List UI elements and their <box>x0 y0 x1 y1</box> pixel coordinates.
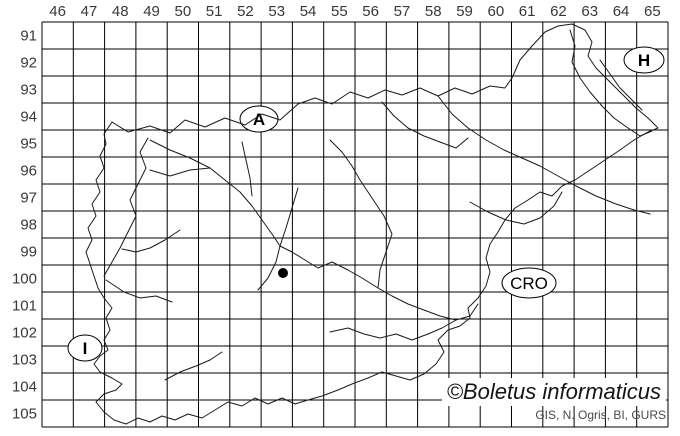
y-axis-label: 105 <box>12 406 37 423</box>
country-label-A: A <box>253 110 265 129</box>
country-ellipse-I <box>67 334 103 362</box>
x-axis-label: 65 <box>644 3 661 20</box>
country-label-I: I <box>83 339 88 358</box>
y-axis-label: 99 <box>20 244 37 261</box>
x-axis-label: 47 <box>81 3 98 20</box>
country-label-CRO: CRO <box>510 274 548 293</box>
y-axis-label: 93 <box>20 82 37 99</box>
x-axis-label: 61 <box>519 3 536 20</box>
x-axis-label: 59 <box>456 3 473 20</box>
attribution-text: GIS, N. Ogris, BI, GURS <box>535 408 666 422</box>
y-axis-label: 91 <box>20 28 37 45</box>
y-axis-label: 98 <box>20 217 37 234</box>
x-axis-label: 62 <box>550 3 567 20</box>
country-label-H: H <box>638 51 650 70</box>
x-axis-label: 55 <box>331 3 348 20</box>
country-ellipse-H <box>623 46 665 74</box>
x-axis-label: 56 <box>362 3 379 20</box>
x-axis-label: 58 <box>425 3 442 20</box>
country-ellipse-CRO <box>501 267 557 299</box>
x-axis-label: 51 <box>206 3 223 20</box>
x-axis-label: 54 <box>300 3 317 20</box>
x-axis-label: 50 <box>175 3 192 20</box>
y-axis-label: 101 <box>12 298 37 315</box>
copyright-text: ©Boletus informaticus <box>441 378 666 406</box>
x-axis-label: 63 <box>581 3 598 20</box>
y-axis-label: 100 <box>12 271 37 288</box>
rivers-path <box>103 29 653 381</box>
x-axis-label: 53 <box>268 3 285 20</box>
y-axis-label: 97 <box>20 190 37 207</box>
x-axis-label: 46 <box>49 3 66 20</box>
x-axis-label: 64 <box>613 3 630 20</box>
x-axis-label: 52 <box>237 3 254 20</box>
x-axis-label: 57 <box>394 3 411 20</box>
y-axis-label: 96 <box>20 163 37 180</box>
y-axis-label: 103 <box>12 352 37 369</box>
occurrence-point <box>278 268 288 278</box>
y-axis-label: 102 <box>12 325 37 342</box>
y-axis-label: 92 <box>20 55 37 72</box>
x-axis-label: 48 <box>112 3 129 20</box>
y-axis-label: 95 <box>20 136 37 153</box>
country-border-path <box>85 23 659 425</box>
y-axis-label: 94 <box>20 109 37 126</box>
x-axis-label: 49 <box>143 3 160 20</box>
x-axis-label: 60 <box>488 3 505 20</box>
y-axis-label: 104 <box>12 379 37 396</box>
